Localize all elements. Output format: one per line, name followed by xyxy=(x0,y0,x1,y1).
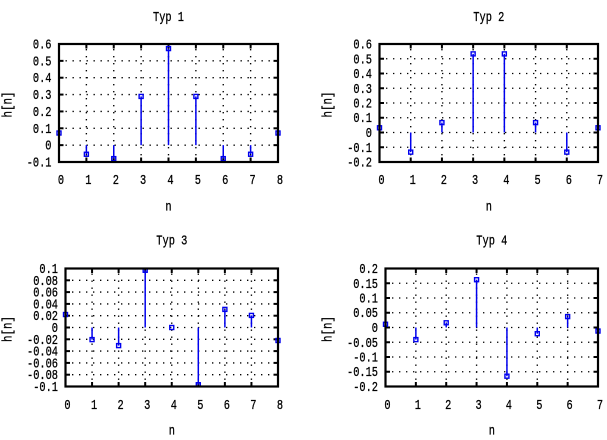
svg-text:-0.08: -0.08 xyxy=(27,369,58,384)
svg-text:6: 6 xyxy=(567,399,573,414)
svg-text:0.2: 0.2 xyxy=(33,106,52,121)
svg-text:0: 0 xyxy=(52,322,58,337)
svg-text:4: 4 xyxy=(167,174,173,189)
svg-text:-0.06: -0.06 xyxy=(27,357,58,372)
svg-text:0.1: 0.1 xyxy=(39,263,58,278)
svg-text:-0.1: -0.1 xyxy=(33,381,58,396)
svg-text:Typ 4: Typ 4 xyxy=(476,235,507,250)
svg-text:4: 4 xyxy=(171,399,177,414)
svg-text:n: n xyxy=(165,201,171,216)
svg-text:3: 3 xyxy=(472,174,478,189)
svg-text:1: 1 xyxy=(415,399,421,414)
svg-text:7: 7 xyxy=(250,399,256,414)
svg-text:-0.1: -0.1 xyxy=(27,157,52,172)
svg-text:5: 5 xyxy=(535,174,541,189)
svg-text:n: n xyxy=(486,201,492,216)
svg-text:0: 0 xyxy=(378,174,384,189)
svg-text:0.08: 0.08 xyxy=(33,275,58,290)
svg-text:7: 7 xyxy=(597,399,603,414)
svg-text:-0.02: -0.02 xyxy=(27,334,58,349)
svg-text:0.6: 0.6 xyxy=(353,39,372,54)
svg-text:0: 0 xyxy=(372,322,378,337)
svg-text:0.1: 0.1 xyxy=(353,112,372,127)
svg-text:5: 5 xyxy=(197,399,203,414)
svg-text:0: 0 xyxy=(366,127,372,142)
svg-text:3: 3 xyxy=(144,399,150,414)
svg-text:2: 2 xyxy=(118,399,124,414)
svg-text:2: 2 xyxy=(441,174,447,189)
svg-text:-0.2: -0.2 xyxy=(347,157,372,172)
svg-text:0.04: 0.04 xyxy=(33,298,58,313)
svg-text:n: n xyxy=(169,425,175,440)
svg-text:6: 6 xyxy=(566,174,572,189)
svg-text:0.15: 0.15 xyxy=(353,278,378,293)
svg-text:0.02: 0.02 xyxy=(33,310,58,325)
svg-text:-0.2: -0.2 xyxy=(353,381,378,396)
svg-text:0: 0 xyxy=(58,174,64,189)
svg-text:0.2: 0.2 xyxy=(353,98,372,113)
svg-text:2: 2 xyxy=(445,399,451,414)
svg-text:5: 5 xyxy=(195,174,201,189)
svg-text:1: 1 xyxy=(410,174,416,189)
svg-text:0.3: 0.3 xyxy=(33,89,52,104)
svg-text:4: 4 xyxy=(503,174,509,189)
svg-text:0.3: 0.3 xyxy=(353,83,372,98)
svg-text:0: 0 xyxy=(45,140,51,155)
svg-text:h[n]: h[n] xyxy=(322,92,337,118)
svg-text:0.5: 0.5 xyxy=(33,55,52,70)
svg-text:0.06: 0.06 xyxy=(33,287,58,302)
svg-text:Typ 1: Typ 1 xyxy=(153,11,184,26)
svg-text:0.2: 0.2 xyxy=(359,263,378,278)
svg-text:3: 3 xyxy=(476,399,482,414)
svg-text:6: 6 xyxy=(222,174,228,189)
svg-text:0.4: 0.4 xyxy=(33,72,52,87)
svg-text:-0.1: -0.1 xyxy=(347,142,372,157)
svg-text:7: 7 xyxy=(250,174,256,189)
svg-text:-0.15: -0.15 xyxy=(347,366,378,381)
svg-text:8: 8 xyxy=(277,399,283,414)
svg-text:0.4: 0.4 xyxy=(353,68,372,83)
svg-text:5: 5 xyxy=(536,399,542,414)
svg-text:0: 0 xyxy=(64,399,70,414)
svg-text:3: 3 xyxy=(140,174,146,189)
svg-text:0.05: 0.05 xyxy=(353,307,378,322)
svg-text:h[n]: h[n] xyxy=(322,316,337,342)
svg-text:1: 1 xyxy=(91,399,97,414)
svg-text:-0.05: -0.05 xyxy=(347,337,378,352)
svg-text:h[n]: h[n] xyxy=(2,316,17,342)
svg-text:-0.04: -0.04 xyxy=(27,346,58,361)
svg-text:0: 0 xyxy=(384,399,390,414)
svg-text:Typ 3: Typ 3 xyxy=(156,235,187,250)
svg-text:6: 6 xyxy=(224,399,230,414)
svg-text:0.1: 0.1 xyxy=(33,123,52,138)
svg-text:4: 4 xyxy=(506,399,512,414)
svg-text:0.5: 0.5 xyxy=(353,53,372,68)
svg-text:7: 7 xyxy=(597,174,603,189)
svg-text:-0.1: -0.1 xyxy=(353,352,378,367)
svg-text:2: 2 xyxy=(113,174,119,189)
svg-text:n: n xyxy=(489,425,495,440)
svg-text:1: 1 xyxy=(85,174,91,189)
svg-text:0.1: 0.1 xyxy=(359,293,378,308)
svg-text:h[n]: h[n] xyxy=(2,92,17,118)
svg-text:8: 8 xyxy=(277,174,283,189)
svg-text:0.6: 0.6 xyxy=(33,39,52,54)
svg-text:Typ 2: Typ 2 xyxy=(473,11,504,26)
